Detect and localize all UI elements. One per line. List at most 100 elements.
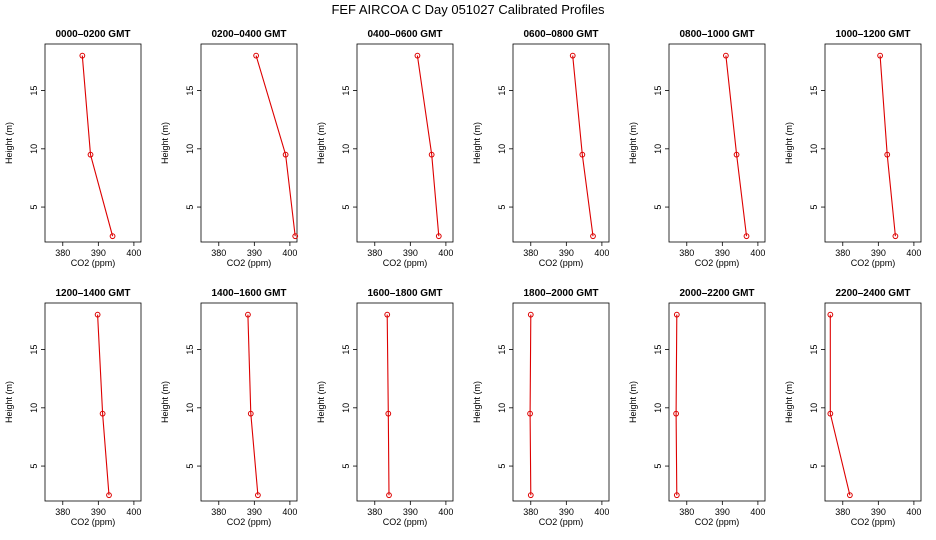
- x-tick-label: 400: [126, 507, 141, 517]
- y-tick-label: 15: [341, 86, 351, 96]
- x-axis-label: CO2 (ppm): [383, 517, 428, 527]
- y-tick-label: 15: [653, 86, 663, 96]
- panel-7: 1200–1400 GMT 380 390 400 5 10 15 CO2 (ppm) Heig…: [4, 288, 141, 527]
- data-point: [109, 233, 116, 240]
- plot-frame: [44, 302, 142, 502]
- panel-9: 1600–1800 GMT 380 390 400 5 10 15 CO2 (ppm) Heig…: [316, 288, 453, 527]
- profile-line: [416, 55, 440, 237]
- panel-title: 1600–1800 GMT: [367, 288, 442, 299]
- y-tick-label: 5: [653, 464, 663, 469]
- x-tick-label: 400: [438, 507, 453, 517]
- data-point: [743, 233, 750, 240]
- profile-line: [675, 314, 678, 496]
- y-tick-label: 10: [185, 403, 195, 413]
- profile-line: [386, 314, 390, 496]
- y-tick-label: 15: [29, 345, 39, 355]
- profile-line: [97, 314, 110, 496]
- profile-line: [879, 55, 896, 237]
- profile-line: [829, 314, 851, 496]
- x-tick-label: 400: [750, 507, 765, 517]
- y-tick-label: 5: [29, 464, 39, 469]
- x-tick-label: 380: [367, 248, 382, 258]
- panel-title: 0800–1000 GMT: [679, 29, 754, 40]
- x-tick-label: 380: [679, 507, 694, 517]
- y-axis-label: Height (m): [4, 381, 14, 423]
- y-tick-label: 10: [341, 144, 351, 154]
- panel-3: 0400–0600 GMT 380 390 400 5 10 15 CO2 (ppm) Heig…: [316, 29, 453, 268]
- x-tick-label: 400: [282, 248, 297, 258]
- x-tick-label: 380: [55, 248, 70, 258]
- plot-frame: [824, 43, 922, 243]
- y-tick-label: 15: [497, 86, 507, 96]
- y-tick-label: 15: [341, 345, 351, 355]
- x-tick-label: 400: [594, 507, 609, 517]
- data-point: [247, 410, 254, 417]
- panel-12: 2200–2400 GMT 380 390 400 5 10 15 CO2 (ppm) Heig…: [784, 288, 921, 527]
- y-tick-label: 10: [341, 403, 351, 413]
- y-axis-label: Height (m): [784, 381, 794, 423]
- x-tick-label: 390: [91, 507, 106, 517]
- x-tick-label: 400: [282, 507, 297, 517]
- data-point: [590, 233, 596, 240]
- x-tick-label: 380: [523, 507, 538, 517]
- y-tick-label: 10: [29, 144, 39, 154]
- x-tick-label: 390: [247, 248, 262, 258]
- y-tick-label: 10: [809, 144, 819, 154]
- data-point: [435, 233, 442, 240]
- data-point: [733, 151, 740, 158]
- y-axis-label: Height (m): [316, 122, 326, 164]
- y-tick-label: 5: [185, 464, 195, 469]
- plot-frame: [668, 302, 766, 502]
- plot-frame: [200, 43, 298, 243]
- data-point: [827, 311, 834, 318]
- x-tick-label: 390: [559, 248, 574, 258]
- profile-line: [572, 55, 594, 237]
- profile-line: [81, 55, 114, 237]
- panel-title: 2200–2400 GMT: [835, 288, 910, 299]
- x-tick-label: 390: [559, 507, 574, 517]
- y-tick-label: 5: [341, 464, 351, 469]
- x-axis-label: CO2 (ppm): [383, 258, 428, 268]
- panel-title: 0600–0800 GMT: [523, 29, 598, 40]
- x-axis-label: CO2 (ppm): [71, 258, 116, 268]
- panel-10: 1800–2000 GMT 380 390 400 5 10 15 CO2 (ppm) Heig…: [472, 288, 609, 527]
- x-tick-label: 390: [715, 507, 730, 517]
- data-point: [99, 410, 106, 417]
- y-tick-label: 5: [341, 205, 351, 210]
- panel-8: 1400–1600 GMT 380 390 400 5 10 15 CO2 (ppm) Heig…: [160, 288, 297, 527]
- y-tick-label: 10: [497, 403, 507, 413]
- y-tick-label: 10: [809, 403, 819, 413]
- data-point: [827, 410, 834, 417]
- x-tick-label: 390: [871, 248, 886, 258]
- y-tick-label: 10: [653, 403, 663, 413]
- panel-title: 0400–0600 GMT: [367, 29, 442, 40]
- data-point: [673, 492, 680, 499]
- data-point: [673, 410, 680, 417]
- data-point: [94, 311, 101, 318]
- x-axis-label: CO2 (ppm): [695, 517, 740, 527]
- panel-title: 1400–1600 GMT: [211, 288, 286, 299]
- y-tick-label: 10: [185, 144, 195, 154]
- data-point: [414, 52, 421, 59]
- x-axis-label: CO2 (ppm): [227, 258, 272, 268]
- plot-frame: [356, 43, 454, 243]
- panel-2: 0200–0400 GMT 380 390 400 5 10 15 CO2 (ppm) Heig…: [160, 29, 299, 268]
- y-tick-label: 5: [29, 205, 39, 210]
- x-tick-label: 380: [211, 248, 226, 258]
- plot-frame: [824, 302, 922, 502]
- panel-1: 0000–0200 GMT 380 390 400 5 10 15 CO2 (ppm) Heig…: [4, 29, 141, 268]
- panel-4: 0600–0800 GMT 380 390 400 5 10 15 CO2 (ppm) Heig…: [472, 29, 609, 268]
- plot-frame: [512, 302, 610, 502]
- y-axis-label: Height (m): [316, 381, 326, 423]
- data-point: [877, 52, 884, 59]
- x-tick-label: 390: [403, 248, 418, 258]
- x-tick-label: 380: [835, 248, 850, 258]
- panel-title: 1200–1400 GMT: [55, 288, 130, 299]
- x-axis-label: CO2 (ppm): [851, 517, 896, 527]
- data-point: [292, 233, 299, 240]
- panel-title: 1000–1200 GMT: [835, 29, 910, 40]
- profile-line: [255, 55, 296, 237]
- x-tick-label: 380: [835, 507, 850, 517]
- data-point: [384, 311, 391, 318]
